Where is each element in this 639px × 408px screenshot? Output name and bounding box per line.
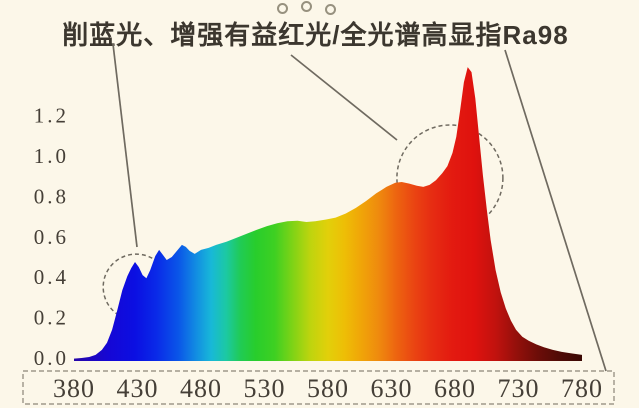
y-axis-label: 0.8 <box>34 184 69 208</box>
y-axis-label: 0.2 <box>34 306 69 330</box>
y-axis-label: 0.6 <box>34 225 69 249</box>
x-axis-label: 530 <box>244 374 286 403</box>
x-axis-label: 580 <box>307 374 349 403</box>
x-axis-label: 680 <box>434 374 476 403</box>
spectrum-area <box>74 67 582 361</box>
x-axis-label: 780 <box>561 374 603 403</box>
y-axis-label: 1.0 <box>34 144 69 168</box>
callout-line <box>112 43 138 248</box>
x-axis-label: 730 <box>498 374 540 403</box>
dot-icon <box>325 4 336 15</box>
x-axis-label: 480 <box>180 374 222 403</box>
x-axis-label: 430 <box>117 374 159 403</box>
dashed-circle-annotation <box>396 124 504 232</box>
y-axis-label: 0.4 <box>34 265 69 289</box>
callout-line <box>504 49 607 372</box>
y-axis-label: 1.2 <box>34 104 69 128</box>
decoration-dots <box>277 1 336 15</box>
x-axis-label: 380 <box>53 374 95 403</box>
dot-icon <box>301 1 312 12</box>
x-axis-label: 630 <box>371 374 413 403</box>
dot-icon <box>277 3 288 14</box>
callout-line <box>290 54 398 141</box>
chart-title: 削蓝光、增强有益红光/全光谱高显指Ra98 <box>62 20 569 50</box>
y-axis-label: 0.0 <box>34 346 69 370</box>
